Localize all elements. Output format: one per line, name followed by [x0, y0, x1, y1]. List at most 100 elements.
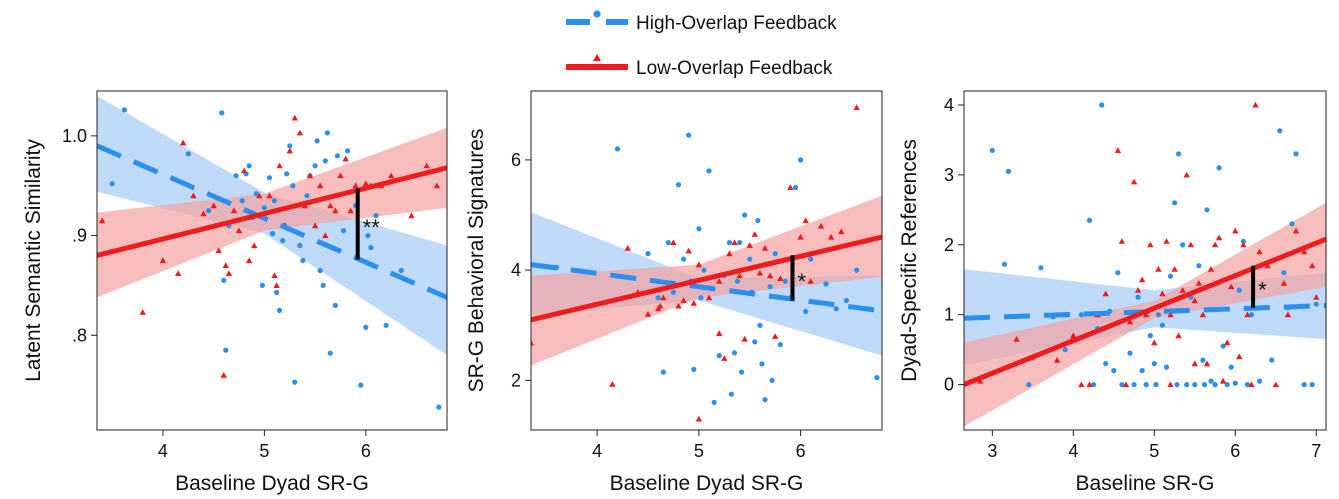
high-data-point — [675, 182, 682, 188]
high-data-point — [1196, 263, 1202, 269]
high-data-point — [1257, 378, 1263, 384]
high-data-point — [121, 107, 127, 113]
legend-low-marker — [593, 54, 601, 61]
high-data-point — [398, 267, 404, 274]
high-data-point — [363, 324, 369, 330]
low-data-point — [609, 381, 616, 387]
low-data-point — [180, 139, 187, 146]
significance-label: ** — [363, 215, 381, 240]
high-data-point — [1153, 382, 1159, 388]
low-data-point — [1224, 339, 1231, 346]
low-data-point — [296, 129, 304, 136]
high-data-point — [1212, 382, 1218, 388]
y-tick-label: .9 — [72, 226, 87, 246]
high-data-point — [711, 399, 717, 405]
high-data-point — [1115, 270, 1121, 276]
high-data-point — [808, 256, 814, 262]
low-data-point — [1130, 178, 1138, 185]
significance-label: * — [798, 269, 807, 294]
low-data-point — [98, 217, 106, 224]
legend-low-key — [566, 54, 628, 70]
high-data-point — [259, 282, 265, 288]
high-data-point — [854, 267, 860, 273]
high-data-point — [1176, 151, 1182, 157]
high-data-point — [297, 242, 303, 249]
high-data-point — [324, 130, 330, 136]
low-data-point — [817, 222, 825, 229]
low-data-point — [1272, 381, 1279, 388]
low-data-point — [1070, 332, 1077, 339]
high-data-point — [261, 205, 267, 211]
high-data-point — [1151, 361, 1157, 367]
low-data-point — [1167, 311, 1174, 318]
low-data-point — [772, 333, 779, 339]
low-data-point — [746, 242, 753, 248]
low-data-point — [1232, 227, 1239, 234]
y-tick-label: 1.0 — [62, 126, 87, 146]
low-data-point — [352, 182, 359, 189]
low-data-point — [1013, 335, 1020, 342]
high-data-point — [266, 175, 273, 181]
plot-area — [97, 96, 447, 410]
low-data-point — [332, 207, 339, 214]
high-data-point — [1240, 238, 1246, 244]
high-data-point — [1269, 357, 1275, 363]
low-data-point — [695, 415, 703, 422]
high-data-point — [701, 267, 707, 273]
low-data-point — [1078, 381, 1085, 388]
high-data-point — [782, 278, 788, 284]
high-data-point — [1208, 378, 1214, 384]
low-data-point — [695, 261, 703, 268]
high-data-point — [1139, 368, 1145, 374]
high-data-point — [1062, 347, 1068, 353]
legend-high-key — [566, 10, 628, 25]
high-data-point — [734, 278, 741, 284]
high-data-point — [271, 198, 278, 204]
high-data-point — [1232, 380, 1238, 386]
x-tick-label: 6 — [361, 441, 371, 461]
low-regression-line — [97, 165, 447, 258]
high-data-point — [1216, 165, 1222, 171]
x-tick-label: 4 — [1068, 441, 1078, 461]
low-data-point — [1191, 360, 1198, 367]
high-data-point — [246, 163, 252, 169]
panel-dyad-specific-references: * 3 4 5 6 7 0 1 2 3 4 Baseline SR-G Dyad-Specific Re… — [898, 90, 1327, 495]
low-data-point — [1236, 353, 1243, 360]
high-data-point — [1228, 364, 1234, 370]
low-data-point — [1191, 297, 1198, 304]
high-data-point — [1184, 382, 1190, 388]
high-data-point — [772, 251, 778, 257]
low-data-point — [190, 192, 197, 199]
legend-high-label: High-Overlap Feedback — [636, 13, 837, 34]
low-data-point — [736, 272, 743, 279]
low-data-point — [741, 335, 748, 342]
y-tick-label: 3 — [944, 165, 954, 185]
significance-label: * — [1258, 278, 1267, 303]
low-data-point — [1313, 294, 1320, 300]
low-data-point — [1187, 241, 1194, 248]
low-data-point — [675, 302, 682, 309]
x-tick-label: 5 — [259, 441, 269, 461]
low-data-point — [317, 182, 324, 189]
low-data-point — [660, 294, 667, 301]
high-data-point — [1277, 128, 1283, 134]
high-data-point — [314, 138, 320, 144]
high-data-point — [290, 183, 296, 189]
low-data-point — [210, 202, 217, 209]
high-data-point — [274, 289, 280, 295]
low-data-point — [1126, 318, 1134, 325]
high-data-point — [1147, 333, 1153, 339]
low-data-point — [1053, 356, 1061, 363]
legend: High-Overlap Feedback Low-Overlap Feedba… — [566, 10, 837, 79]
low-data-point — [531, 339, 535, 346]
low-data-point — [751, 231, 758, 237]
low-data-point — [644, 311, 652, 317]
low-data-point — [222, 262, 229, 268]
high-data-point — [655, 295, 661, 301]
low-data-point — [276, 162, 283, 169]
low-data-point — [1309, 262, 1316, 269]
high-data-point — [221, 277, 227, 283]
high-data-point — [1001, 261, 1008, 267]
low-data-point — [787, 184, 794, 190]
low-data-point — [246, 257, 253, 264]
